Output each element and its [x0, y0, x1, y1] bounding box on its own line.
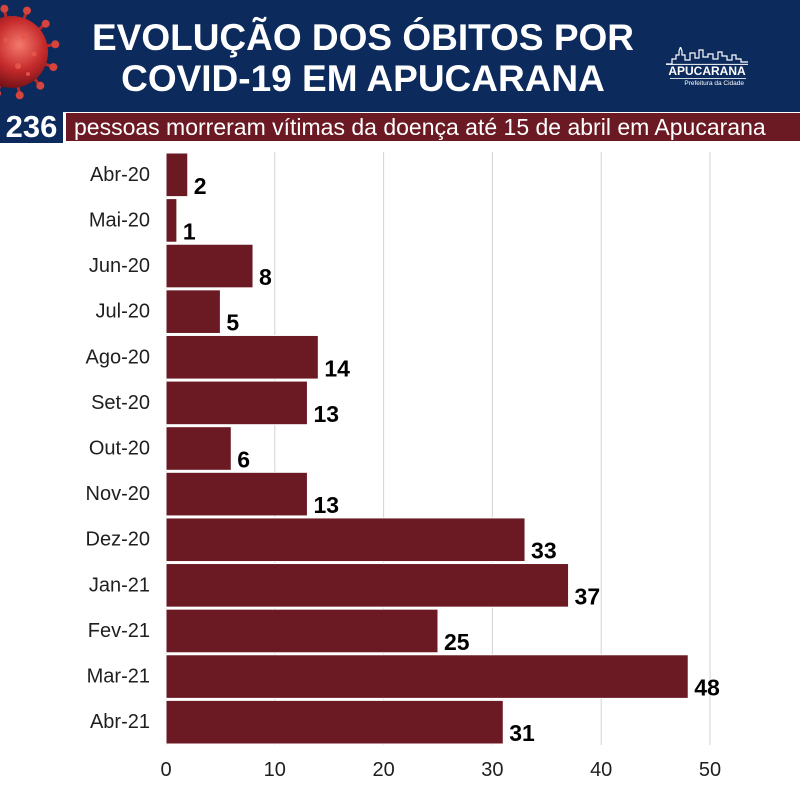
value-label-abr-20: 2 — [194, 173, 207, 199]
bar-mar-21 — [165, 654, 689, 699]
category-label-ago-20: Ago-20 — [86, 346, 151, 368]
total-deaths-count: 236 — [0, 111, 63, 143]
category-label-mai-20: Mai-20 — [89, 209, 150, 231]
summary-text: pessoas morreram vítimas da doença até 1… — [66, 113, 800, 141]
category-label-set-20: Set-20 — [91, 392, 150, 414]
value-label-mar-21: 48 — [694, 675, 720, 701]
x-tick-label-20: 20 — [372, 759, 394, 781]
bar-jun-20 — [165, 243, 254, 289]
category-label-fev-21: Fev-21 — [88, 620, 150, 642]
x-tick-label-50: 50 — [699, 759, 721, 781]
category-label-nov-20: Nov-20 — [86, 483, 150, 505]
apucarana-logo: APUCARANA Prefeitura da Cidade — [664, 47, 750, 91]
bar-mai-20 — [165, 198, 178, 243]
value-label-nov-20: 13 — [313, 492, 339, 518]
bar-jul-20 — [165, 289, 221, 334]
bar-out-20 — [165, 426, 232, 471]
value-label-jul-20: 5 — [226, 310, 239, 336]
page-title: EVOLUÇÃO DOS ÓBITOS POR COVID-19 EM APUC… — [58, 17, 668, 99]
value-label-dez-20: 33 — [531, 538, 557, 564]
bar-dez-20 — [165, 517, 526, 563]
city-skyline-icon — [666, 47, 748, 65]
bar-abr-21 — [165, 699, 504, 745]
category-label-jan-21: Jan-21 — [89, 574, 150, 596]
bar-nov-20 — [165, 471, 308, 517]
category-label-dez-20: Dez-20 — [86, 529, 150, 551]
category-label-abr-20: Abr-20 — [90, 164, 150, 186]
value-label-ago-20: 14 — [324, 355, 350, 381]
category-label-mar-21: Mar-21 — [87, 666, 150, 688]
bar-chart: 0 10 20 30 40 50 Abr-20 2 Mai-20 1 Jun-20 8 Jul-20 5 A… — [86, 152, 721, 781]
x-tick-label-30: 30 — [481, 759, 503, 781]
category-label-jun-20: Jun-20 — [89, 255, 150, 277]
category-label-jul-20: Jul-20 — [96, 301, 150, 323]
bar-ago-20 — [165, 334, 319, 380]
value-label-abr-21: 31 — [509, 720, 535, 746]
bar-fev-21 — [165, 608, 439, 654]
title-line-1: EVOLUÇÃO DOS ÓBITOS POR — [91, 17, 635, 58]
logo-tagline: Prefeitura da Cidade — [684, 80, 744, 87]
bar-jan-21 — [165, 563, 570, 608]
title-line-2: COVID-19 EM APUCARANA — [121, 58, 605, 99]
x-tick-label-40: 40 — [590, 759, 612, 781]
x-tick-label-10: 10 — [264, 759, 286, 781]
value-label-fev-21: 25 — [444, 629, 470, 655]
value-label-mai-20: 1 — [183, 218, 196, 244]
header: EVOLUÇÃO DOS ÓBITOS POR COVID-19 EM APUC… — [0, 0, 800, 112]
value-label-jun-20: 8 — [259, 264, 272, 290]
bar-set-20 — [165, 380, 308, 426]
category-label-out-20: Out-20 — [89, 438, 150, 460]
bar-abr-20 — [165, 152, 189, 198]
value-label-set-20: 13 — [313, 401, 339, 427]
coronavirus-icon — [0, 4, 60, 100]
category-label-abr-21: Abr-21 — [90, 711, 150, 733]
value-label-jan-21: 37 — [575, 583, 601, 609]
logo-divider — [670, 78, 746, 79]
value-label-out-20: 6 — [237, 447, 250, 473]
x-tick-label-0: 0 — [160, 759, 171, 781]
logo-name: APUCARANA — [668, 64, 746, 78]
